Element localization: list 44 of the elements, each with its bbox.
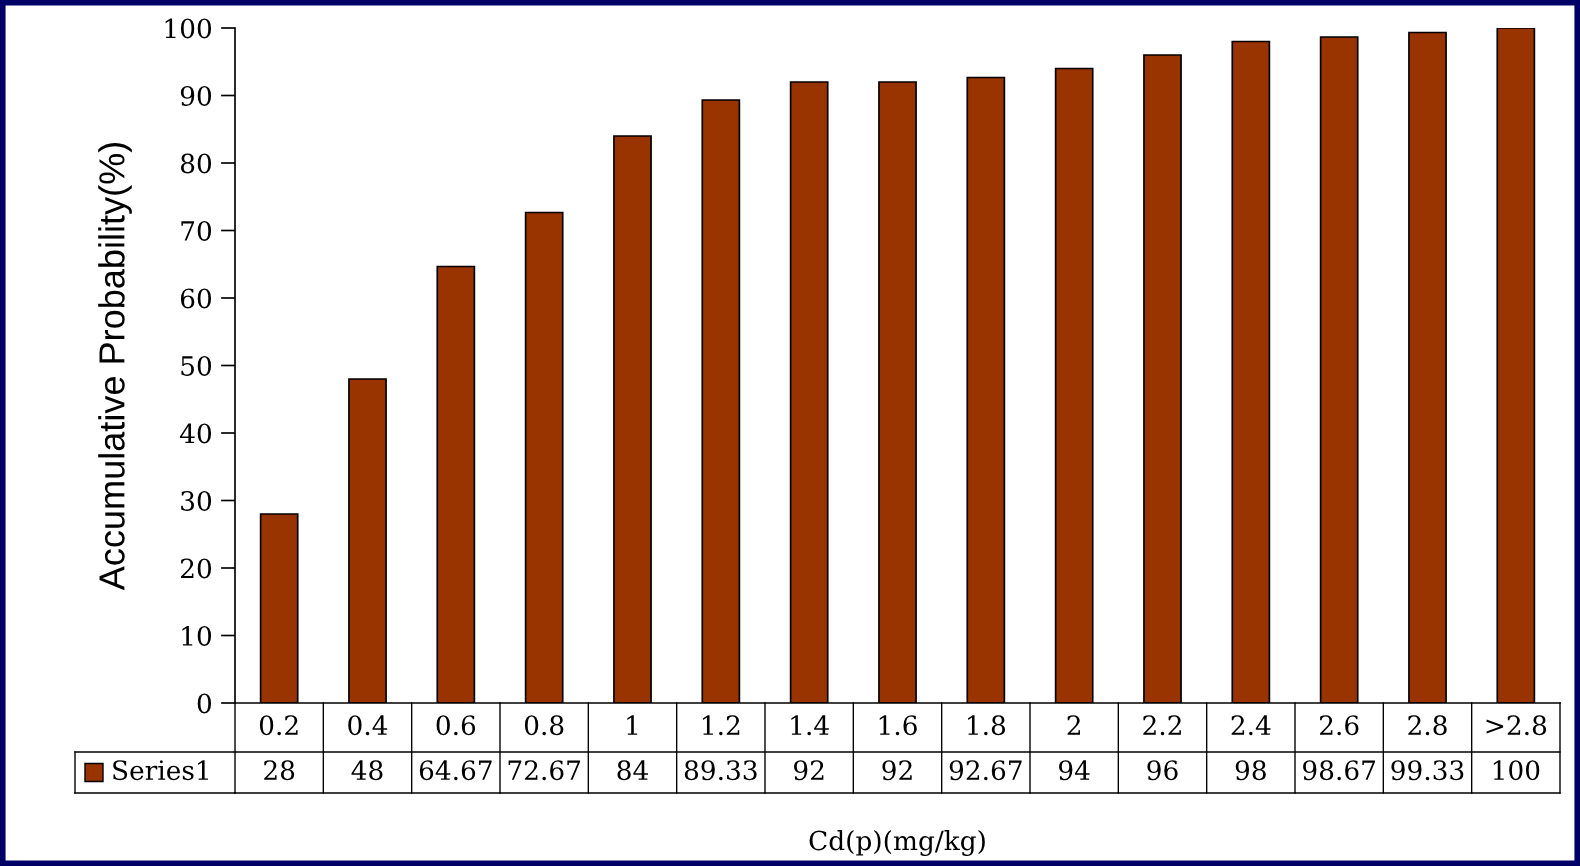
x-tick-label: 2.8 — [1408, 715, 1447, 736]
x-tick-label: 1.2 — [703, 715, 740, 736]
x-tick-label: 0.2 — [259, 715, 298, 736]
x-tick-label: 0.8 — [524, 715, 564, 736]
data-label: 92 — [882, 760, 912, 781]
x-tick-label: 1 — [627, 715, 638, 735]
data-label: 48 — [351, 760, 383, 781]
data-label: 96 — [1147, 760, 1178, 781]
data-label: 64.67 — [419, 760, 492, 781]
x-tick-label: 0.6 — [436, 715, 476, 736]
data-label: 92.67 — [949, 760, 1022, 781]
x-tick-label: 2.2 — [1143, 715, 1181, 736]
data-label: 89.33 — [684, 760, 757, 781]
data-label: 72.67 — [508, 760, 581, 781]
x-axis-title: Cd(p)(mg/kg) — [809, 830, 985, 856]
data-label: 100 — [1493, 760, 1540, 781]
x-tick-label: 1.6 — [879, 715, 917, 736]
y-tick-label: 0 — [197, 693, 212, 714]
legend-label: Series1 — [113, 760, 208, 781]
y-axis-title: Accumulative Probability(%) — [98, 142, 132, 591]
data-label: 99.33 — [1391, 760, 1464, 781]
data-label: 94 — [1059, 760, 1090, 781]
y-tick-label: 50 — [181, 355, 212, 376]
y-tick-label: 90 — [180, 85, 212, 106]
x-tick-label: 1.8 — [968, 715, 1006, 736]
data-label: 92 — [794, 760, 824, 781]
y-tick-label: 70 — [181, 220, 212, 241]
data-label: 28 — [264, 760, 295, 781]
data-label: 98.67 — [1303, 760, 1376, 781]
y-tick-label: 40 — [180, 423, 212, 444]
y-tick-label: 80 — [180, 153, 212, 174]
x-tick-label: 2 — [1067, 715, 1080, 735]
data-label: 84 — [617, 760, 648, 781]
y-tick-label: 20 — [180, 558, 212, 579]
y-tick-label: 100 — [165, 18, 212, 39]
data-label: 98 — [1235, 760, 1266, 781]
x-tick-label: 2.6 — [1319, 715, 1359, 736]
x-tick-label: 2.4 — [1231, 715, 1271, 736]
y-tick-label: 10 — [182, 625, 212, 646]
x-tick-label: 1.4 — [791, 715, 829, 736]
x-tick-label: 0.4 — [348, 715, 388, 736]
x-tick-label: >2.8 — [1486, 715, 1547, 736]
y-tick-label: 30 — [181, 490, 212, 511]
y-tick-label: 60 — [180, 288, 212, 309]
